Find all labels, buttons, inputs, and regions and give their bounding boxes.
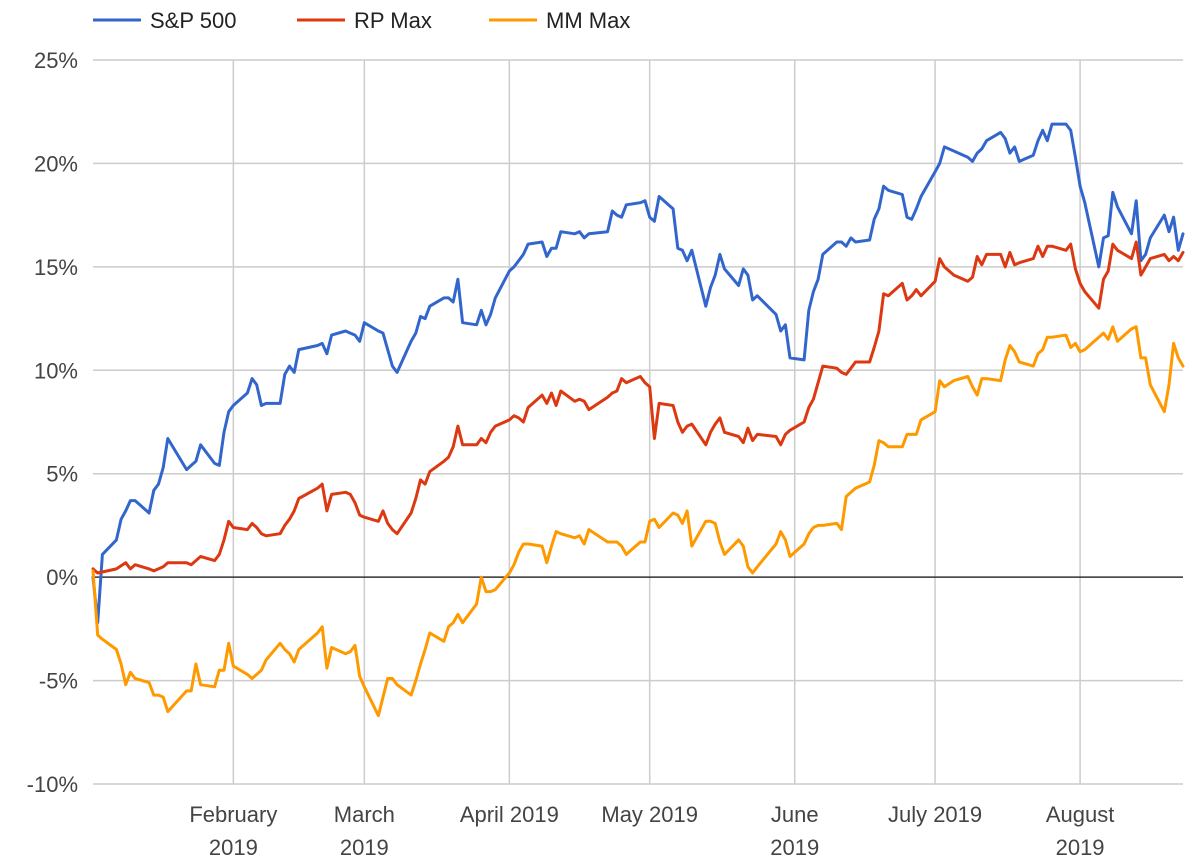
y-tick-label: 5% bbox=[46, 462, 78, 487]
series-line-rp-max bbox=[91, 240, 1185, 575]
legend-label-rp-max: RP Max bbox=[354, 8, 432, 33]
x-tick-label: June bbox=[771, 802, 819, 827]
legend-label-mm-max: MM Max bbox=[546, 8, 630, 33]
x-tick-label: February bbox=[189, 802, 277, 827]
series-line-s-p-500 bbox=[91, 122, 1185, 625]
x-tick-label-year: 2019 bbox=[340, 835, 389, 860]
y-axis-tick-labels: 25% 20% 15% 10% 5% 0% -5% -10% bbox=[27, 48, 78, 797]
legend-label-s-p-500: S&P 500 bbox=[150, 8, 236, 33]
y-tick-label: 0% bbox=[46, 565, 78, 590]
x-tick-label: March bbox=[334, 802, 395, 827]
vertical-gridlines bbox=[232, 60, 1081, 784]
x-tick-label: July 2019 bbox=[888, 802, 982, 827]
y-tick-label: -10% bbox=[27, 772, 78, 797]
y-tick-label: -5% bbox=[39, 669, 78, 694]
x-tick-label: April 2019 bbox=[460, 802, 559, 827]
x-tick-label: May 2019 bbox=[601, 802, 698, 827]
series-line-mm-max bbox=[91, 325, 1185, 718]
y-tick-label: 10% bbox=[34, 358, 78, 383]
y-tick-label: 20% bbox=[34, 151, 78, 176]
x-axis-tick-labels: February 2019 March 2019 April 2019 May 2019 J… bbox=[189, 802, 1114, 860]
x-tick-label-year: 2019 bbox=[1056, 835, 1105, 860]
horizontal-gridlines bbox=[93, 59, 1183, 785]
y-tick-label: 25% bbox=[34, 48, 78, 73]
y-tick-label: 15% bbox=[34, 255, 78, 280]
x-tick-label: August bbox=[1046, 802, 1115, 827]
x-tick-label-year: 2019 bbox=[770, 835, 819, 860]
series-lines bbox=[91, 122, 1185, 718]
legend: S&P 500 RP Max MM Max bbox=[93, 8, 630, 33]
x-tick-label-year: 2019 bbox=[209, 835, 258, 860]
